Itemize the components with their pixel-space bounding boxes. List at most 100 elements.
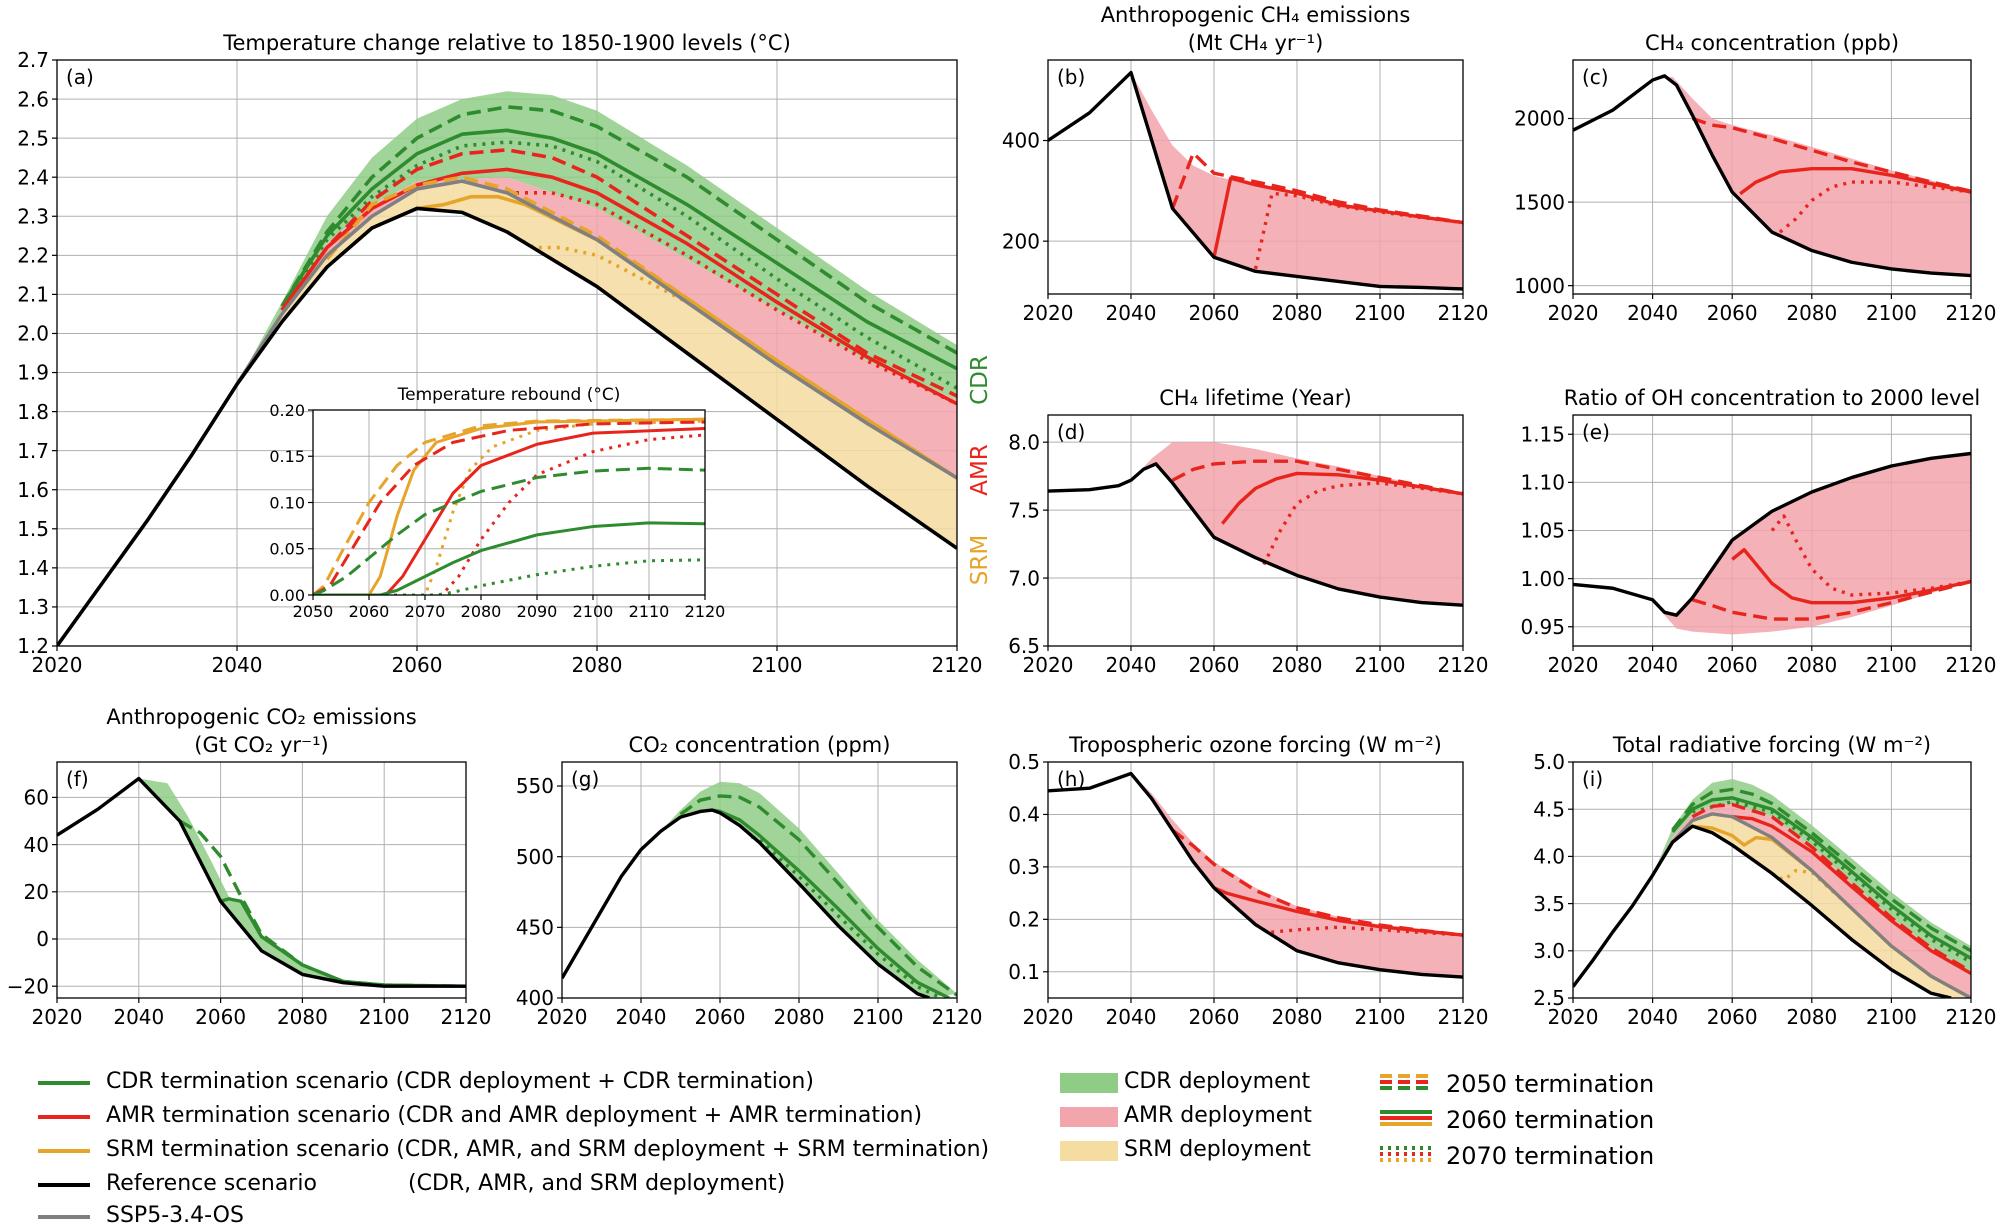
inset-ytick-label: 0.20: [269, 401, 305, 420]
panel-e-xtick-label: 2120: [1946, 653, 1997, 677]
panel-a-ytick-label: 2.3: [17, 204, 49, 228]
panel-f-title: Anthropogenic CO₂ emissions: [106, 705, 416, 729]
panel-a-series-srm-termination-scenario-dashed: [325, 175, 957, 480]
panel-a-ytick-label: 1.2: [17, 634, 49, 658]
panel-f-ytick-label: 20: [24, 880, 49, 904]
inset-series-srm-termination-scenario-dotted: [313, 419, 705, 595]
panel-d-panel-label: (d): [1057, 420, 1085, 444]
panel-d-xtick-label: 2120: [1438, 653, 1489, 677]
inset-title: Temperature rebound (°C): [397, 385, 621, 405]
panel-i-ytick-label: 4.5: [1533, 797, 1565, 821]
inset-series-srm-termination-scenario-dashed: [313, 417, 705, 595]
panel-h-xtick-label: 2020: [1023, 1005, 1074, 1029]
panel-a-series-amr-termination-scenario-solid: [280, 167, 957, 406]
legend-swatch-amr: [38, 1115, 90, 1119]
panel-d-series-reference-scenario-solid: [1048, 462, 1463, 607]
panel-b-xtick-label: 2040: [1106, 301, 1157, 325]
panel-i-chart: 2020 2040 2060 2080 2100 2120 2.5 3.0 3.5 4.0 4.5 5…: [1533, 733, 1996, 1029]
inset-xtick-label: 2070: [405, 602, 446, 621]
panel-a-series-cdr-termination-scenario-dashed: [280, 105, 957, 355]
legend-patch-srm: [1060, 1141, 1118, 1161]
panel-c-xtick-label: 2060: [1707, 301, 1758, 325]
panel-f-panel-label: (f): [66, 767, 89, 791]
panel-a-series-cdr-termination-scenario-dotted: [280, 140, 957, 390]
panel-e-xtick-label: 2060: [1707, 653, 1758, 677]
panel-c-ytick-label: 1000: [1514, 274, 1565, 298]
panel-g-ytick-label: 450: [516, 916, 554, 940]
legend-swatch-reference: [38, 1183, 90, 1187]
panel-e-ytick-label: 1.05: [1520, 519, 1565, 543]
panel-d-xtick-label: 2100: [1355, 653, 1406, 677]
legend-label-cdr: CDR termination scenario (CDR deployment…: [106, 1069, 814, 1094]
panel-i-series-cdr-termination-scenario-dashed: [1671, 787, 1971, 953]
inset-series-amr-termination-scenario-dashed: [313, 420, 705, 595]
panel-d-frame: [1047, 414, 1464, 647]
panel-i-series-cdr-termination-scenario-solid: [1671, 796, 1971, 960]
panel-i-series-amr-termination-scenario-dashed: [1691, 802, 1971, 974]
panel-b-ytick-label: 200: [1002, 229, 1040, 253]
panel-g-ytick-label: 400: [516, 986, 554, 1010]
panel-e-ytick-label: 1.10: [1520, 471, 1565, 495]
panel-g-series-cdr-termination-scenario-dotted: [751, 835, 942, 998]
panel-i-series-ssp5-3-4-os-solid: [1651, 812, 1971, 998]
legend-label-ssp: SSP5-3.4-OS: [106, 1203, 244, 1228]
panel-a-ytick-label: 1.9: [17, 361, 49, 385]
panel-a-xtick-label: 2060: [392, 653, 443, 677]
panel-a-series-srm-termination-scenario-dotted: [506, 230, 957, 480]
legend-style-2050: [1380, 1074, 1432, 1090]
inset-xtick-label: 2110: [629, 602, 670, 621]
panel-a-series-cdr-termination-scenario-solid: [280, 128, 957, 371]
panel-f-plot-area: [57, 762, 466, 998]
panel-c-panel-label: (c): [1582, 65, 1609, 89]
panel-c-xtick-label: 2100: [1866, 301, 1917, 325]
panel-b-series-reference-scenario-solid: [1048, 70, 1463, 291]
panel-a-ytick-label: 1.4: [17, 556, 49, 580]
inset-series-cdr-termination-scenario-solid: [313, 521, 705, 595]
panel-a-xtick-label: 2040: [212, 653, 263, 677]
panel-g-panel-label: (g): [571, 767, 599, 791]
panel-f-xtick-label: 2080: [277, 1005, 328, 1029]
panel-a-panel-label: (a): [66, 65, 94, 89]
panel-b-xtick-label: 2080: [1272, 301, 1323, 325]
panel-g-series-cdr-termination-scenario-dashed: [679, 794, 957, 997]
inset-series-amr-termination-scenario-solid: [313, 427, 705, 595]
panel-i-panel-label: (i): [1582, 767, 1603, 791]
panel-f-chart: 2020 2040 2060 2080 2100 2120−200204060Anthro…: [7, 705, 492, 1029]
panel-i-ytick-label: 5.0: [1533, 750, 1565, 774]
panel-a-xtick-label: 2080: [572, 653, 623, 677]
panel-d-ytick-label: 7.5: [1008, 498, 1040, 522]
panel-c-xtick-label: 2080: [1786, 301, 1837, 325]
panel-e-title: Ratio of OH concentration to 2000 level: [1564, 386, 1980, 410]
panel-e-xtick-label: 2080: [1786, 653, 1837, 677]
panel-d-series-amr-termination-scenario-dashed: [1171, 459, 1463, 496]
panel-d-series-amr-termination-scenario-solid: [1220, 471, 1463, 525]
panel-f-ytick-label: −20: [7, 974, 49, 998]
panel-i-series-amr-termination-scenario-solid: [1732, 815, 1971, 975]
panel-f-xtick-label: 2040: [113, 1005, 164, 1029]
panel-g-xtick-label: 2040: [616, 1005, 667, 1029]
panel-b-series-amr-termination-scenario-solid: [1212, 176, 1463, 258]
panel-g-series-cdr-termination-scenario-solid: [711, 808, 950, 998]
panel-a-ytick-label: 2.0: [17, 322, 49, 346]
side-label-srm: SRM: [967, 535, 993, 585]
panel-d-xtick-label: 2060: [1189, 653, 1240, 677]
panel-f-xtick-label: 2100: [359, 1005, 410, 1029]
panel-b-panel-label: (b): [1057, 65, 1085, 89]
panel-a-ytick-label: 1.3: [17, 595, 49, 619]
panel-a-xtick-label: 2120: [932, 653, 983, 677]
panel-g-band-cdr-deployment: [660, 781, 957, 998]
panel-h-ytick-label: 0.3: [1008, 855, 1040, 879]
legend-style-2070: [1380, 1146, 1432, 1162]
panel-f-series-reference-scenario-solid: [57, 776, 466, 988]
inset-xtick-label: 2050: [293, 602, 334, 621]
panel-d-xtick-label: 2020: [1023, 653, 1074, 677]
inset-ytick-label: 0.15: [269, 447, 305, 466]
legend-style-label-2050: 2050 termination: [1446, 1070, 1655, 1098]
legend-style-label-2060: 2060 termination: [1446, 1106, 1655, 1134]
panel-d-ytick-label: 6.5: [1008, 634, 1040, 658]
panel-b-title: Anthropogenic CH₄ emissions: [1101, 3, 1411, 27]
panel-h-ytick-label: 0.5: [1008, 750, 1040, 774]
panel-e-series-amr-termination-scenario-dotted: [1770, 514, 1971, 597]
inset-ytick-label: 0.10: [269, 493, 305, 512]
legend-style-label-2070: 2070 termination: [1446, 1142, 1655, 1170]
